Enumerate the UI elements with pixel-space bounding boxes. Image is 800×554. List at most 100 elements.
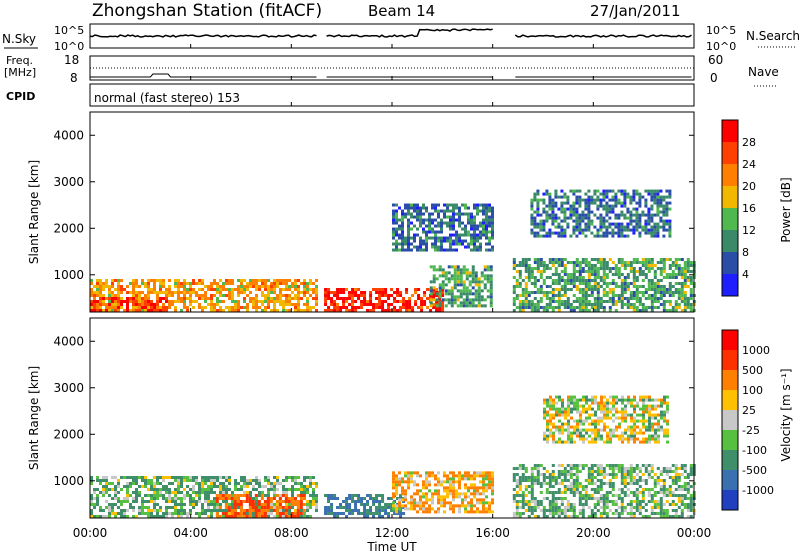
heatmap-cell: [617, 294, 621, 297]
heatmap-cell: [518, 282, 522, 285]
heatmap-cell: [228, 297, 231, 300]
heatmap-cell: [470, 227, 473, 231]
heatmap-cell: [594, 428, 597, 432]
heatmap-cell: [563, 479, 567, 482]
heatmap-cell: [441, 291, 445, 294]
heatmap-cell: [485, 495, 488, 499]
heatmap-cell: [246, 306, 249, 309]
heatmap-cell: [474, 277, 478, 281]
heatmap-cell: [216, 485, 219, 488]
heatmap-cell: [650, 494, 654, 497]
heatmap-cell: [138, 485, 141, 488]
heatmap-cell: [596, 500, 600, 503]
heatmap-cell: [198, 482, 201, 485]
heatmap-cell: [150, 279, 153, 282]
heatmap-cell: [462, 283, 466, 287]
heatmap-cell: [123, 515, 126, 518]
heatmap-cell: [563, 192, 567, 196]
heatmap-cell: [584, 464, 588, 467]
heatmap-cell: [458, 209, 461, 213]
heatmap-cell: [458, 218, 461, 222]
heatmap-cell: [464, 498, 467, 502]
heatmap-cell: [255, 503, 258, 506]
heatmap-cell: [572, 270, 576, 273]
heatmap-cell: [270, 309, 273, 312]
heatmap-cell: [360, 512, 364, 515]
heatmap-cell: [632, 261, 636, 264]
heatmap-cell: [611, 470, 615, 473]
heatmap-cell: [491, 221, 494, 225]
heatmap-cell: [144, 506, 147, 509]
heatmap-cell: [605, 192, 609, 196]
heatmap-cell: [411, 306, 415, 309]
heatmap-cell: [398, 248, 401, 252]
heatmap-cell: [108, 294, 111, 297]
heatmap-cell: [156, 300, 159, 303]
heatmap-cell: [147, 300, 150, 303]
heatmap-cell: [542, 198, 546, 202]
heatmap-cell: [578, 267, 582, 270]
heatmap-cell: [324, 309, 328, 312]
heatmap-cell: [488, 474, 491, 478]
heatmap-cell: [668, 288, 672, 291]
heatmap-cell: [582, 422, 585, 426]
heatmap-cell: [96, 282, 99, 285]
heatmap-cell: [177, 282, 180, 285]
heatmap-cell: [653, 291, 657, 294]
heatmap-cell: [156, 479, 159, 482]
heatmap-cell: [269, 506, 273, 509]
heatmap-cell: [605, 189, 609, 193]
heatmap-cell: [342, 297, 346, 300]
heatmap-cell: [177, 491, 180, 494]
heatmap-cell: [443, 510, 446, 514]
heatmap-cell: [569, 306, 573, 309]
heatmap-cell: [620, 300, 624, 303]
heatmap-cell: [488, 218, 491, 222]
heatmap-cell: [590, 285, 594, 288]
heatmap-cell: [153, 494, 156, 497]
heatmap-cell: [324, 303, 328, 306]
heatmap-cell: [422, 221, 425, 225]
heatmap-cell: [428, 504, 431, 508]
heatmap-cell: [599, 201, 603, 205]
heatmap-cell: [234, 482, 237, 485]
heatmap-cell: [90, 494, 93, 497]
heatmap-cell: [546, 410, 549, 414]
heatmap-cell: [648, 416, 651, 420]
heatmap-cell: [653, 473, 657, 476]
heatmap-cell: [533, 279, 537, 282]
heatmap-cell: [545, 213, 549, 217]
heatmap-cell: [605, 234, 609, 238]
heatmap-cell: [189, 300, 192, 303]
heatmap-cell: [432, 268, 436, 272]
heatmap-cell: [284, 497, 288, 500]
heatmap-cell: [387, 306, 391, 309]
heatmap-cell: [563, 228, 567, 232]
heatmap-cell: [458, 471, 461, 475]
heatmap-cell: [378, 300, 382, 303]
heatmap-cell: [575, 479, 579, 482]
heatmap-cell: [591, 428, 594, 432]
heatmap-cell: [150, 291, 153, 294]
heatmap-cell: [530, 470, 534, 473]
heatmap-cell: [102, 491, 105, 494]
heatmap-cell: [398, 236, 401, 240]
heatmap-cell: [653, 288, 657, 291]
heatmap-cell: [578, 264, 582, 267]
heatmap-cell: [407, 483, 410, 487]
heatmap-cell: [162, 285, 165, 288]
heatmap-cell: [539, 482, 543, 485]
heatmap-cell: [455, 218, 458, 222]
heatmap-cell: [557, 216, 561, 220]
heatmap-cell: [656, 210, 660, 214]
heatmap-cell: [473, 492, 476, 496]
heatmap-cell: [620, 509, 624, 512]
heatmap-cell: [614, 273, 618, 276]
heatmap-cell: [662, 213, 666, 217]
heatmap-cell: [464, 206, 467, 210]
beam-title: Beam 14: [368, 2, 435, 20]
heatmap-cell: [132, 288, 135, 291]
heatmap-cell: [429, 286, 433, 290]
heatmap-cell: [653, 503, 657, 506]
heatmap-cell: [434, 218, 437, 222]
